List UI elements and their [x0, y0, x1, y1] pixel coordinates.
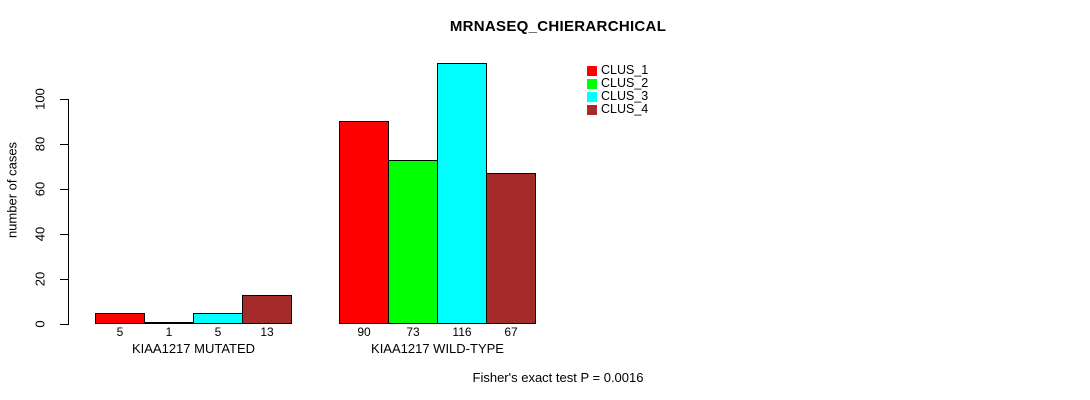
legend-swatch-icon: [587, 104, 597, 115]
group-label: KIAA1217 MUTATED: [131, 341, 256, 356]
y-tick: [60, 234, 68, 235]
bar-clus_1: [339, 121, 389, 324]
legend-item-clus_4: CLUS_4: [587, 103, 648, 116]
bar-clus_2: [388, 160, 438, 324]
y-tick-label: 0: [32, 320, 48, 328]
group-label: KIAA1217 WILD-TYPE: [371, 341, 504, 356]
legend-swatch-icon: [587, 65, 597, 76]
bar-value-label: 67: [504, 325, 518, 339]
bar-value-label: 73: [406, 325, 420, 339]
y-axis-label: number of cases: [4, 141, 20, 239]
bar-value-label: 13: [260, 325, 274, 339]
bar-clus_4: [242, 295, 292, 324]
bar-clus_3: [193, 313, 243, 324]
legend-label: CLUS_3: [601, 89, 649, 103]
chart-title: MRNASEQ_CHIERARCHICAL: [449, 18, 667, 35]
legend-label: CLUS_4: [601, 102, 649, 116]
y-tick: [60, 144, 68, 145]
bar-clus_2: [144, 322, 194, 324]
y-tick-label: 20: [32, 271, 48, 287]
y-tick: [60, 324, 68, 325]
y-tick: [60, 279, 68, 280]
bar-clus_1: [95, 313, 145, 324]
legend-item-clus_1: CLUS_1: [587, 64, 648, 77]
footer-stat: Fisher's exact test P = 0.0016: [472, 370, 644, 385]
legend-swatch-icon: [587, 91, 597, 102]
legend-label: CLUS_2: [601, 76, 649, 90]
y-tick-label: 80: [32, 136, 48, 152]
bar-value-label: 90: [357, 325, 371, 339]
bar-value-label: 5: [214, 325, 222, 339]
bar-value-label: 1: [165, 325, 173, 339]
bar-value-label: 5: [116, 325, 124, 339]
y-tick-label: 100: [32, 88, 48, 110]
y-tick-label: 60: [32, 181, 48, 197]
legend-swatch-icon: [587, 78, 597, 89]
y-axis-line: [68, 99, 69, 325]
legend-label: CLUS_1: [601, 63, 649, 77]
y-tick: [60, 99, 68, 100]
legend-item-clus_3: CLUS_3: [587, 90, 648, 103]
bar-value-label: 116: [452, 325, 472, 339]
y-tick-label: 40: [32, 226, 48, 242]
legend-item-clus_2: CLUS_2: [587, 77, 648, 90]
y-tick: [60, 189, 68, 190]
bar-clus_4: [486, 173, 536, 324]
bar-clus_3: [437, 63, 487, 324]
